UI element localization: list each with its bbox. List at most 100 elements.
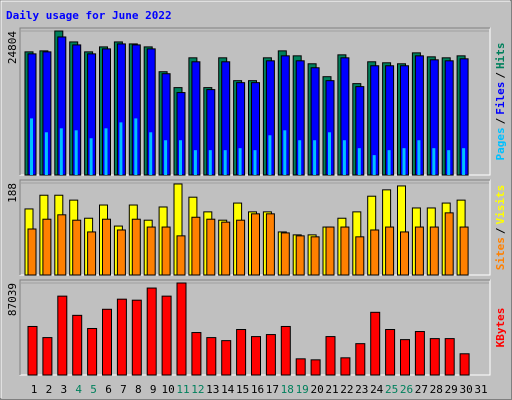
legend-entry: Hits [494,43,507,70]
bar [57,214,67,276]
bar [459,226,469,276]
bar [44,132,48,175]
panel-shadow [19,179,490,275]
x-tick-label: 6 [105,383,112,396]
x-tick-label: 11 [176,383,189,396]
bar [119,122,123,175]
bar [176,282,187,376]
bar [27,228,37,276]
bar [87,327,98,376]
bar [116,298,127,376]
bar [340,226,350,276]
x-tick-label: 21 [325,383,338,396]
bar [298,140,302,175]
bar [208,150,212,175]
bar [87,231,97,276]
legend-separator: / [494,227,507,234]
bar [283,130,287,175]
bar [400,339,410,376]
x-tick-label: 10 [161,383,174,396]
x-tick-label: 19 [296,383,309,396]
legend-entry: KBytes [494,308,507,348]
bar [206,337,217,376]
x-tick-label: 24 [370,383,384,396]
bar [429,226,439,276]
x-tick-label: 15 [236,383,249,396]
bar [265,213,275,276]
x-tick-label: 23 [355,383,368,396]
x-tick-label: 9 [150,383,157,396]
bar [251,336,261,376]
x-tick-label: 31 [474,383,487,396]
bar [310,236,320,276]
x-tick-label: 12 [191,383,204,396]
bar [414,226,424,276]
bar [325,336,336,376]
bar [74,130,78,175]
panel-shadow [19,27,490,175]
bar [149,132,153,175]
y-tick-label: 87039 [6,283,19,316]
x-tick-label: 16 [251,383,264,396]
x-tick-label: 27 [415,383,428,396]
y-tick-label: 24804 [6,31,19,64]
bar [295,235,305,276]
bar [191,216,201,276]
bar [57,295,68,376]
bar [280,325,291,376]
bar [236,219,246,276]
bar [325,226,335,276]
bar [295,358,306,376]
bar [402,148,406,175]
bar [370,229,380,276]
bar [355,236,365,276]
bar [265,334,276,376]
bar [385,226,395,276]
legend: KBytes [494,308,507,348]
legend-entry: Visits [494,185,507,225]
bar [400,231,409,276]
x-tick-label: 30 [459,383,472,396]
bar [372,155,376,175]
bar [328,132,331,175]
bar [459,353,470,376]
bar [116,229,126,276]
x-tick-label: 22 [340,383,353,396]
legend-separator: / [494,117,507,124]
bar [385,329,396,376]
x-tick-label: 2 [46,383,53,396]
x-tick-label: 7 [120,383,127,396]
x-tick-label: 1 [31,383,38,396]
bar [72,219,82,276]
bar [310,359,321,376]
panel-shadow [19,279,490,375]
bar [253,150,257,175]
bar [176,235,186,276]
bar [42,218,52,276]
x-tick-label: 25 [385,383,398,396]
x-tick-label: 13 [206,383,219,396]
bar [161,295,172,376]
bar [447,150,451,175]
bar [355,343,366,376]
bar [131,299,142,376]
bar [429,338,440,376]
chart-title: Daily usage for June 2022 [6,9,172,22]
legend-separator: / [494,72,507,79]
bar [432,148,436,175]
bar [417,140,421,175]
bar [102,218,111,276]
x-tick-label: 29 [445,383,458,396]
bar [268,135,272,175]
bar [30,118,33,175]
x-tick-label: 17 [266,383,279,396]
legend-entry: Files [494,82,507,115]
bar [193,150,197,175]
legend-entry: Pages [494,127,507,160]
x-tick-label: 5 [90,383,97,396]
bar [146,287,157,376]
x-tick-label: 26 [400,383,413,396]
bar [340,357,351,376]
bar [223,150,227,175]
